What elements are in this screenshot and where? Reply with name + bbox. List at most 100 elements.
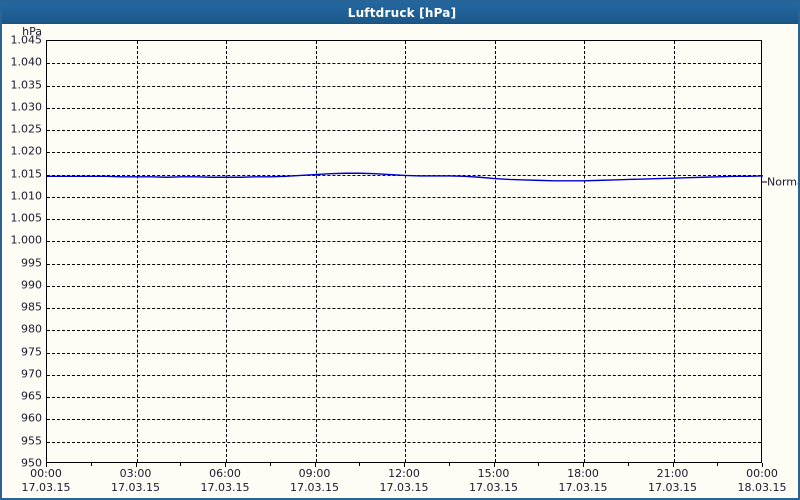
- y-axis-tick-label: 1.025: [10, 122, 43, 136]
- y-axis-tick-label: 1.045: [10, 33, 43, 47]
- horizontal-gridline: [47, 63, 761, 65]
- y-axis-tick-label: 1.015: [10, 167, 43, 181]
- horizontal-gridline: [47, 308, 761, 310]
- horizontal-gridline: [47, 107, 761, 109]
- horizontal-gridline: [47, 419, 761, 421]
- x-axis-tick-time: 21:00: [656, 467, 689, 480]
- x-axis-tick-date: 17.03.15: [111, 481, 160, 494]
- y-axis-tick-labels: 1.045 1.040 1.035 1.030 1.025 1.020 1.015 1.010…: [2, 34, 43, 470]
- horizontal-gridline: [47, 152, 761, 154]
- pressure-line-series: [47, 172, 763, 182]
- horizontal-gridline: [47, 330, 761, 332]
- normal-pressure-annotation: Normal: [762, 40, 798, 463]
- x-axis-minor-tick: [448, 463, 450, 466]
- x-axis-minor-tick: [627, 463, 629, 466]
- horizontal-gridline: [47, 263, 761, 265]
- vertical-gridline: [494, 41, 496, 462]
- x-axis-tick-date: 17.03.15: [200, 481, 250, 494]
- horizontal-gridline: [47, 196, 761, 198]
- x-axis-major-tick: [583, 463, 584, 467]
- horizontal-gridline: [47, 285, 761, 287]
- x-axis-tick-time: 12:00: [388, 467, 420, 480]
- y-axis-tick-label: 1.010: [10, 189, 43, 203]
- plot-area: [46, 40, 763, 463]
- horizontal-gridline: [47, 219, 761, 221]
- x-axis-major-tick: [404, 463, 405, 467]
- page-title: Luftdruck [hPa]: [347, 6, 457, 20]
- y-axis-tick-label: 1.020: [10, 144, 43, 158]
- x-axis-major-tick: [46, 463, 47, 467]
- x-axis-tick-time: 03:00: [119, 467, 152, 480]
- x-axis-major-tick: [672, 463, 674, 467]
- y-axis-tick-label: 960: [21, 411, 42, 425]
- x-axis-tick-time: 09:00: [298, 467, 331, 480]
- x-axis-tick-labels: 00:00 17.03.15 03:00 17.03.15 06:00 17.03.15 0…: [22, 463, 786, 497]
- x-axis-major-tick: [135, 463, 137, 467]
- x-axis-tick-label: 03:00 17.03.15: [91, 467, 181, 495]
- x-axis-tick-label: 00:00 17.03.15: [2, 467, 91, 495]
- x-axis-tick-time: 18:00: [567, 467, 599, 480]
- y-axis-tick-label: 1.000: [10, 233, 43, 247]
- x-axis-tick-label: 21:00 17.03.15: [628, 467, 718, 495]
- x-axis-tick-label: 18:00 17.03.15: [538, 467, 628, 495]
- horizontal-gridline: [47, 397, 761, 399]
- horizontal-gridline: [47, 441, 761, 443]
- y-axis-tick-label: 955: [21, 434, 42, 448]
- y-axis-title: hPa: [22, 25, 42, 38]
- vertical-gridline: [136, 41, 138, 462]
- x-axis-minor-tick: [359, 463, 361, 466]
- x-axis-tick-date: 17.03.15: [290, 481, 339, 494]
- y-axis-tick-label: 975: [21, 345, 42, 359]
- y-axis-tick-label: 980: [21, 322, 42, 336]
- x-axis-minor-tick: [269, 463, 271, 466]
- y-axis-tick-label: 1.030: [10, 100, 43, 114]
- x-axis-minor-tick: [90, 463, 92, 466]
- x-axis-tick-label: 06:00 17.03.15: [180, 467, 270, 495]
- x-axis-major-tick: [762, 463, 763, 467]
- y-axis-tick-label: 970: [21, 367, 42, 381]
- x-axis-tick-time: 06:00: [209, 467, 241, 480]
- y-axis-tick-label: 1.040: [10, 55, 43, 69]
- horizontal-gridline: [47, 130, 761, 132]
- x-axis-tick-date: 17.03.15: [379, 481, 429, 494]
- normal-label: Normal: [767, 175, 798, 189]
- horizontal-gridline: [47, 85, 761, 87]
- horizontal-gridline: [47, 374, 761, 376]
- x-axis-tick-label: 00:00 18.03.15: [717, 467, 798, 495]
- x-axis-tick-label: 09:00 17.03.15: [270, 467, 360, 495]
- x-axis-minor-tick: [538, 463, 540, 466]
- horizontal-gridline: [47, 352, 761, 354]
- normal-tick-mark: [762, 181, 767, 183]
- y-axis-tick-label: 990: [21, 278, 42, 292]
- x-axis-tick-time: 00:00: [746, 467, 778, 480]
- x-axis-tick-date: 17.03.15: [469, 481, 518, 494]
- x-axis-major-tick: [314, 463, 316, 467]
- x-axis-tick-time: 15:00: [477, 467, 510, 480]
- x-axis-tick-label: 15:00 17.03.15: [449, 467, 539, 495]
- x-axis-major-tick: [493, 463, 495, 467]
- x-axis-minor-tick: [180, 463, 182, 466]
- vertical-gridline: [673, 41, 675, 462]
- vertical-gridline: [315, 41, 317, 462]
- x-axis-tick-time: 00:00: [30, 467, 62, 480]
- y-axis-tick-label: 985: [21, 300, 42, 314]
- x-axis-tick-date: 18.03.15: [737, 481, 787, 494]
- y-axis-tick-label: 950: [21, 456, 42, 470]
- vertical-gridline: [584, 41, 585, 462]
- horizontal-gridline: [47, 241, 761, 243]
- x-axis-major-tick: [225, 463, 226, 467]
- y-axis-tick-label: 1.005: [10, 211, 43, 225]
- series-layer: [47, 41, 763, 462]
- x-axis-tick-date: 17.03.15: [648, 481, 697, 494]
- y-axis-tick-label: 995: [21, 256, 42, 270]
- window-title-bar: Luftdruck [hPa]: [2, 2, 798, 24]
- vertical-gridline: [226, 41, 227, 462]
- x-axis-minor-tick: [717, 463, 719, 466]
- chart-area: hPa 1.045 1.040 1.035 1.030 1.025 1.020 1.015 1…: [2, 25, 798, 498]
- y-axis-tick-label: 1.035: [10, 78, 43, 92]
- vertical-gridline: [405, 41, 406, 462]
- x-axis-tick-date: 17.03.15: [21, 481, 71, 494]
- y-axis-tick-label: 965: [21, 389, 42, 403]
- x-axis-tick-date: 17.03.15: [558, 481, 608, 494]
